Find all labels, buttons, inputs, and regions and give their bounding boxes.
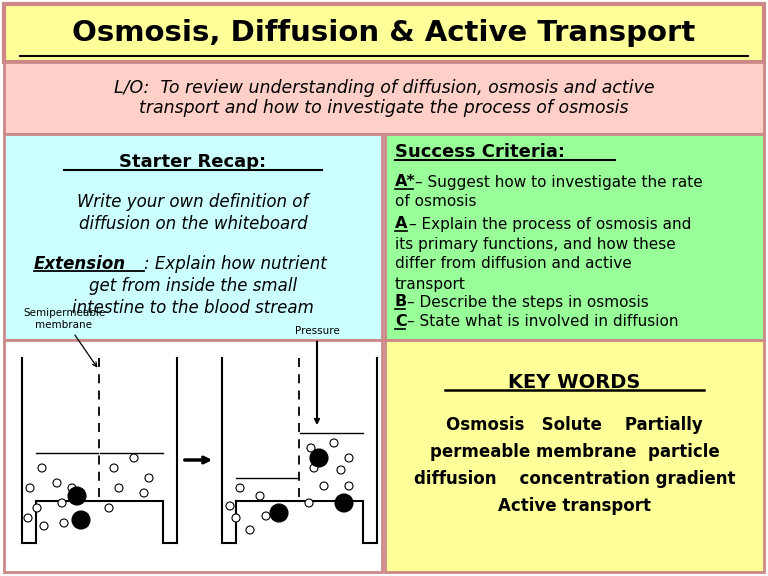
Circle shape	[310, 449, 328, 467]
Circle shape	[68, 484, 76, 492]
Text: – Explain the process of osmosis and: – Explain the process of osmosis and	[409, 217, 691, 232]
Circle shape	[310, 464, 318, 472]
Text: of osmosis: of osmosis	[395, 195, 476, 210]
Text: Osmosis, Diffusion & Active Transport: Osmosis, Diffusion & Active Transport	[72, 19, 696, 47]
Text: permeable membrane  particle: permeable membrane particle	[429, 443, 720, 461]
Circle shape	[58, 499, 66, 507]
Circle shape	[24, 514, 32, 522]
Bar	[4, 62, 764, 134]
Text: diffusion on the whiteboard: diffusion on the whiteboard	[78, 215, 307, 233]
Circle shape	[26, 484, 34, 492]
Circle shape	[246, 526, 254, 534]
Text: – State what is involved in diffusion: – State what is involved in diffusion	[407, 314, 678, 329]
Text: KEY WORDS: KEY WORDS	[508, 373, 641, 392]
Circle shape	[110, 464, 118, 472]
Circle shape	[320, 482, 328, 490]
Circle shape	[38, 464, 46, 472]
Circle shape	[60, 519, 68, 527]
Circle shape	[53, 479, 61, 487]
Bar	[4, 4, 764, 62]
Text: Write your own definition of: Write your own definition of	[78, 193, 309, 211]
Text: diffusion    concentration gradient: diffusion concentration gradient	[414, 470, 735, 488]
Circle shape	[72, 511, 90, 529]
Circle shape	[270, 504, 288, 522]
Text: Semipermeable
membrane: Semipermeable membrane	[23, 308, 105, 366]
Text: Pressure: Pressure	[295, 326, 339, 423]
Text: – Suggest how to investigate the rate: – Suggest how to investigate the rate	[415, 175, 703, 190]
Circle shape	[307, 444, 315, 452]
Circle shape	[140, 489, 148, 497]
Text: Extension: Extension	[34, 255, 126, 273]
Circle shape	[145, 474, 153, 482]
Bar	[4, 340, 382, 572]
Circle shape	[330, 439, 338, 447]
Text: Active transport: Active transport	[498, 497, 651, 515]
Text: A*: A*	[395, 175, 415, 190]
Circle shape	[335, 494, 353, 512]
Text: : Explain how nutrient: : Explain how nutrient	[144, 255, 326, 273]
Text: transport: transport	[395, 276, 466, 291]
Text: get from inside the small: get from inside the small	[89, 277, 297, 295]
Text: differ from diffusion and active: differ from diffusion and active	[395, 256, 632, 271]
Circle shape	[262, 512, 270, 520]
Circle shape	[305, 499, 313, 507]
Circle shape	[345, 482, 353, 490]
Circle shape	[232, 514, 240, 522]
Circle shape	[40, 522, 48, 530]
Text: B: B	[395, 294, 407, 309]
Circle shape	[115, 484, 123, 492]
Text: intestine to the blood stream: intestine to the blood stream	[72, 299, 314, 317]
Bar	[385, 134, 764, 340]
Text: Osmosis   Solute    Partially: Osmosis Solute Partially	[446, 416, 703, 434]
Circle shape	[68, 487, 86, 505]
Circle shape	[337, 466, 345, 474]
Circle shape	[130, 454, 138, 462]
Circle shape	[33, 504, 41, 512]
Text: A: A	[395, 217, 407, 232]
Circle shape	[345, 454, 353, 462]
Circle shape	[105, 504, 113, 512]
Text: – Describe the steps in osmosis: – Describe the steps in osmosis	[407, 294, 649, 309]
Bar	[385, 340, 764, 572]
Circle shape	[256, 492, 264, 500]
Circle shape	[226, 502, 234, 510]
Text: Starter Recap:: Starter Recap:	[120, 153, 266, 171]
Text: C: C	[395, 314, 407, 329]
Bar	[4, 134, 382, 340]
Text: its primary functions, and how these: its primary functions, and how these	[395, 237, 676, 252]
Text: Success Criteria:: Success Criteria:	[395, 143, 565, 161]
Text: transport and how to investigate the process of osmosis: transport and how to investigate the pro…	[139, 99, 629, 117]
Circle shape	[236, 484, 244, 492]
Text: L/O:  To review understanding of diffusion, osmosis and active: L/O: To review understanding of diffusio…	[114, 79, 654, 97]
